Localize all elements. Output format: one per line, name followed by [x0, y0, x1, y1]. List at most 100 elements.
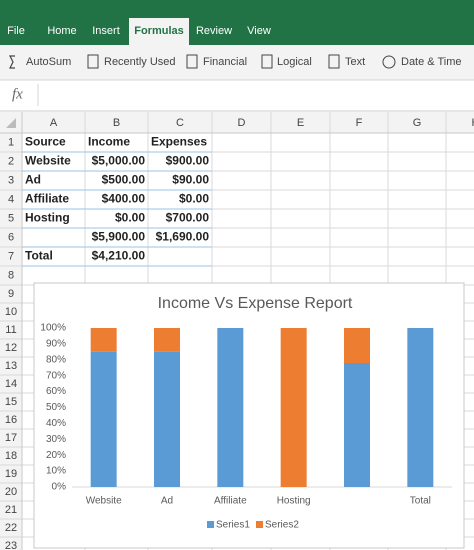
cell[interactable]: $0.00 [179, 192, 209, 206]
cell[interactable]: Income [88, 135, 130, 149]
column-header: G [413, 117, 422, 129]
x-tick-label: Ad [161, 496, 173, 507]
column-header: A [50, 117, 58, 129]
bar[interactable] [154, 328, 180, 352]
toolbar-item[interactable]: Date & Time [401, 56, 462, 68]
y-tick-label: 20% [46, 450, 66, 461]
legend-swatch [256, 521, 263, 528]
y-tick-label: 90% [46, 339, 66, 350]
y-tick-label: 80% [46, 354, 66, 365]
row-header: 20 [5, 486, 17, 498]
cell[interactable]: $5,900.00 [92, 230, 146, 244]
cell[interactable]: $400.00 [102, 192, 146, 206]
ribbon-tab[interactable]: Review [196, 25, 232, 37]
y-tick-label: 50% [46, 402, 66, 413]
legend-swatch [207, 521, 214, 528]
cell[interactable]: $4,210.00 [92, 249, 146, 263]
legend-label: Series1 [216, 520, 250, 531]
cell[interactable]: $5,000.00 [92, 154, 146, 168]
column-header-bar [0, 112, 474, 133]
row-header: 8 [8, 269, 14, 281]
cell[interactable]: $700.00 [166, 211, 210, 225]
cell[interactable]: $90.00 [172, 173, 209, 187]
bar[interactable] [407, 328, 434, 487]
cell[interactable]: Source [25, 135, 66, 149]
cell[interactable]: $500.00 [102, 173, 146, 187]
row-header: 19 [5, 468, 17, 480]
y-tick-label: 40% [46, 418, 66, 429]
x-tick-label: Hosting [277, 496, 311, 507]
row-header: 6 [8, 231, 14, 243]
cell[interactable]: $0.00 [115, 211, 145, 225]
column-header: E [297, 117, 304, 129]
row-header: 16 [5, 414, 17, 426]
row-header: 11 [5, 324, 16, 336]
row-header: 15 [5, 396, 17, 408]
row-header: 5 [8, 212, 14, 224]
x-tick-label: Affiliate [214, 496, 247, 507]
cell[interactable]: $900.00 [166, 154, 210, 168]
toolbar-item[interactable]: Financial [203, 56, 247, 68]
row-header: 4 [8, 193, 14, 205]
y-tick-label: 100% [40, 323, 66, 334]
row-header: 23 [5, 540, 17, 550]
x-tick-label: Total [410, 496, 431, 507]
column-header: B [113, 117, 120, 129]
toolbar-item[interactable]: Text [345, 56, 365, 68]
ribbon-tab[interactable]: Formulas [134, 25, 184, 37]
cell[interactable]: Hosting [25, 211, 70, 225]
row-header: 13 [5, 360, 17, 372]
legend-label: Series2 [265, 520, 299, 531]
ribbon-tab[interactable]: Insert [92, 25, 120, 37]
bar[interactable] [344, 328, 370, 363]
row-header: 9 [8, 288, 14, 300]
active-tab-bg [129, 18, 189, 45]
bar[interactable] [90, 328, 117, 352]
toolbar-item[interactable]: Logical [277, 56, 312, 68]
toolbar-item[interactable]: Recently Used [104, 56, 176, 68]
bar[interactable] [217, 328, 244, 487]
autosum-icon [9, 55, 15, 69]
y-tick-label: 0% [52, 482, 67, 493]
cell[interactable]: Expenses [151, 135, 207, 149]
row-header: 18 [5, 450, 17, 462]
logical-icon [261, 54, 273, 69]
ribbon-tab[interactable]: Home [47, 25, 76, 37]
divider [0, 110, 474, 112]
fx-label: fx [12, 86, 23, 102]
cell[interactable]: Ad [25, 173, 41, 187]
chart-title: Income Vs Expense Report [158, 295, 353, 312]
cell[interactable]: Affiliate [25, 192, 69, 206]
row-header: 22 [5, 522, 17, 534]
formula-bar [0, 81, 474, 110]
ribbon-tab[interactable]: View [247, 25, 271, 37]
toolbar-item[interactable]: AutoSum [26, 56, 71, 68]
y-tick-label: 30% [46, 434, 66, 445]
y-tick-label: 10% [46, 466, 66, 477]
cell[interactable]: $1,690.00 [156, 230, 210, 244]
column-header: D [238, 117, 246, 129]
cell[interactable]: Total [25, 249, 53, 263]
bar[interactable] [280, 328, 307, 487]
bar[interactable] [154, 351, 180, 487]
row-header: 10 [5, 306, 17, 318]
row-header: 12 [5, 342, 17, 354]
x-tick-label: Website [86, 496, 122, 507]
bar[interactable] [90, 351, 117, 487]
row-header: 7 [8, 250, 14, 262]
row-header: 1 [8, 136, 14, 148]
column-header: C [176, 117, 184, 129]
recent-icon [87, 54, 99, 69]
cell[interactable]: Website [25, 154, 71, 168]
ribbon-tab[interactable]: File [7, 25, 25, 37]
bar[interactable] [344, 362, 370, 487]
ribbon-tabs-bar [0, 0, 474, 45]
financial-icon [186, 54, 198, 69]
y-tick-label: 60% [46, 386, 66, 397]
text-icon [328, 54, 340, 69]
select-all[interactable] [6, 118, 16, 128]
row-header: 17 [5, 432, 17, 444]
datetime-icon [382, 55, 396, 69]
y-tick-label: 70% [46, 370, 66, 381]
